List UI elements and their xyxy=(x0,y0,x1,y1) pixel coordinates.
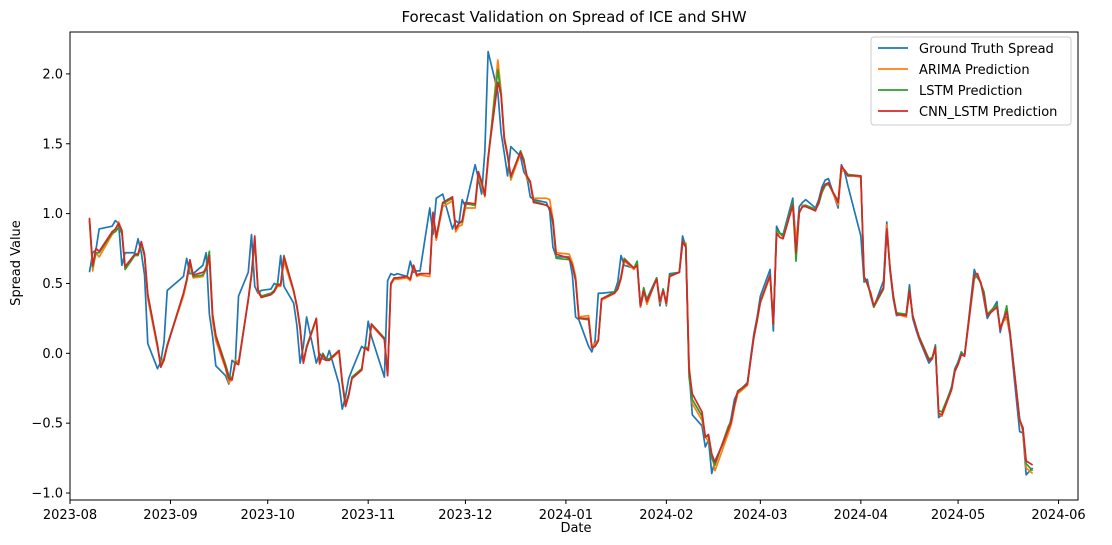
x-tick-label: 2024-03 xyxy=(733,508,787,523)
plot-frame xyxy=(69,31,1079,501)
x-axis-label: Date xyxy=(560,521,591,536)
x-tick-label: 2024-05 xyxy=(931,508,985,523)
y-tick-label: 0.0 xyxy=(42,347,63,362)
x-tick-label: 2023-10 xyxy=(241,508,295,523)
y-axis-label: Spread Value xyxy=(9,220,24,306)
legend-label: CNN_LSTM Prediction xyxy=(919,105,1057,120)
x-tick-label: 2023-11 xyxy=(341,508,395,523)
y-tick-label: 1.5 xyxy=(42,137,63,152)
y-axis: −1.0 −0.5 0.0 0.5 1.0 1.5 2.0 xyxy=(31,67,70,502)
y-tick-label: −0.5 xyxy=(31,417,63,432)
x-tick-label: 2024-01 xyxy=(539,508,593,523)
x-tick-label: 2023-09 xyxy=(143,508,197,523)
x-tick-label: 2024-06 xyxy=(1031,508,1085,523)
series-lines xyxy=(88,50,1034,476)
x-tick-label: 2024-04 xyxy=(834,508,888,523)
series-line-2 xyxy=(88,68,1034,472)
series-line-3 xyxy=(88,81,1034,466)
x-tick-label: 2023-12 xyxy=(438,508,492,523)
legend-box xyxy=(870,36,1072,126)
legend-label: LSTM Prediction xyxy=(919,84,1022,99)
y-tick-label: 1.0 xyxy=(42,207,63,222)
legend-label: ARIMA Prediction xyxy=(919,63,1030,78)
legend-label: Ground Truth Spread xyxy=(919,42,1054,57)
y-tick-label: −1.0 xyxy=(31,487,63,502)
x-tick-label: 2024-02 xyxy=(639,508,693,523)
x-axis: 2023-08 2023-09 2023-10 2023-11 2023-12 2024-… xyxy=(43,500,1086,523)
chart-title: Forecast Validation on Spread of ICE and… xyxy=(401,8,746,26)
y-tick-label: 0.5 xyxy=(42,277,63,292)
x-tick-label: 2023-08 xyxy=(43,508,97,523)
legend: Ground Truth Spread ARIMA Prediction LSTM … xyxy=(870,36,1072,126)
y-tick-label: 2.0 xyxy=(42,67,63,82)
